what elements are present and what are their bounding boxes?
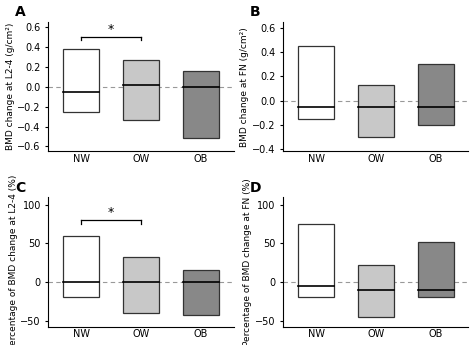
Y-axis label: Percentage of BMD change at FN (%): Percentage of BMD change at FN (%) xyxy=(244,178,253,345)
Bar xyxy=(418,64,454,125)
Text: A: A xyxy=(15,6,26,19)
Bar xyxy=(183,71,219,138)
Bar xyxy=(123,257,159,313)
Text: D: D xyxy=(250,181,262,195)
Text: *: * xyxy=(108,206,114,219)
Text: C: C xyxy=(15,181,26,195)
Bar xyxy=(358,85,394,137)
Bar xyxy=(64,49,99,111)
Bar xyxy=(183,270,219,315)
Y-axis label: BMD change at FN (g/cm²): BMD change at FN (g/cm²) xyxy=(240,27,249,147)
Bar xyxy=(418,242,454,297)
Text: *: * xyxy=(108,23,114,36)
Y-axis label: BMD change at L2-4 (g/cm²): BMD change at L2-4 (g/cm²) xyxy=(6,23,15,150)
Bar xyxy=(298,224,334,297)
Y-axis label: Percentage of BMD change at L2-4 (%): Percentage of BMD change at L2-4 (%) xyxy=(9,174,18,345)
Bar xyxy=(298,46,334,119)
Bar xyxy=(358,265,394,317)
Bar xyxy=(123,60,159,119)
Text: B: B xyxy=(250,6,261,19)
Bar xyxy=(64,236,99,297)
